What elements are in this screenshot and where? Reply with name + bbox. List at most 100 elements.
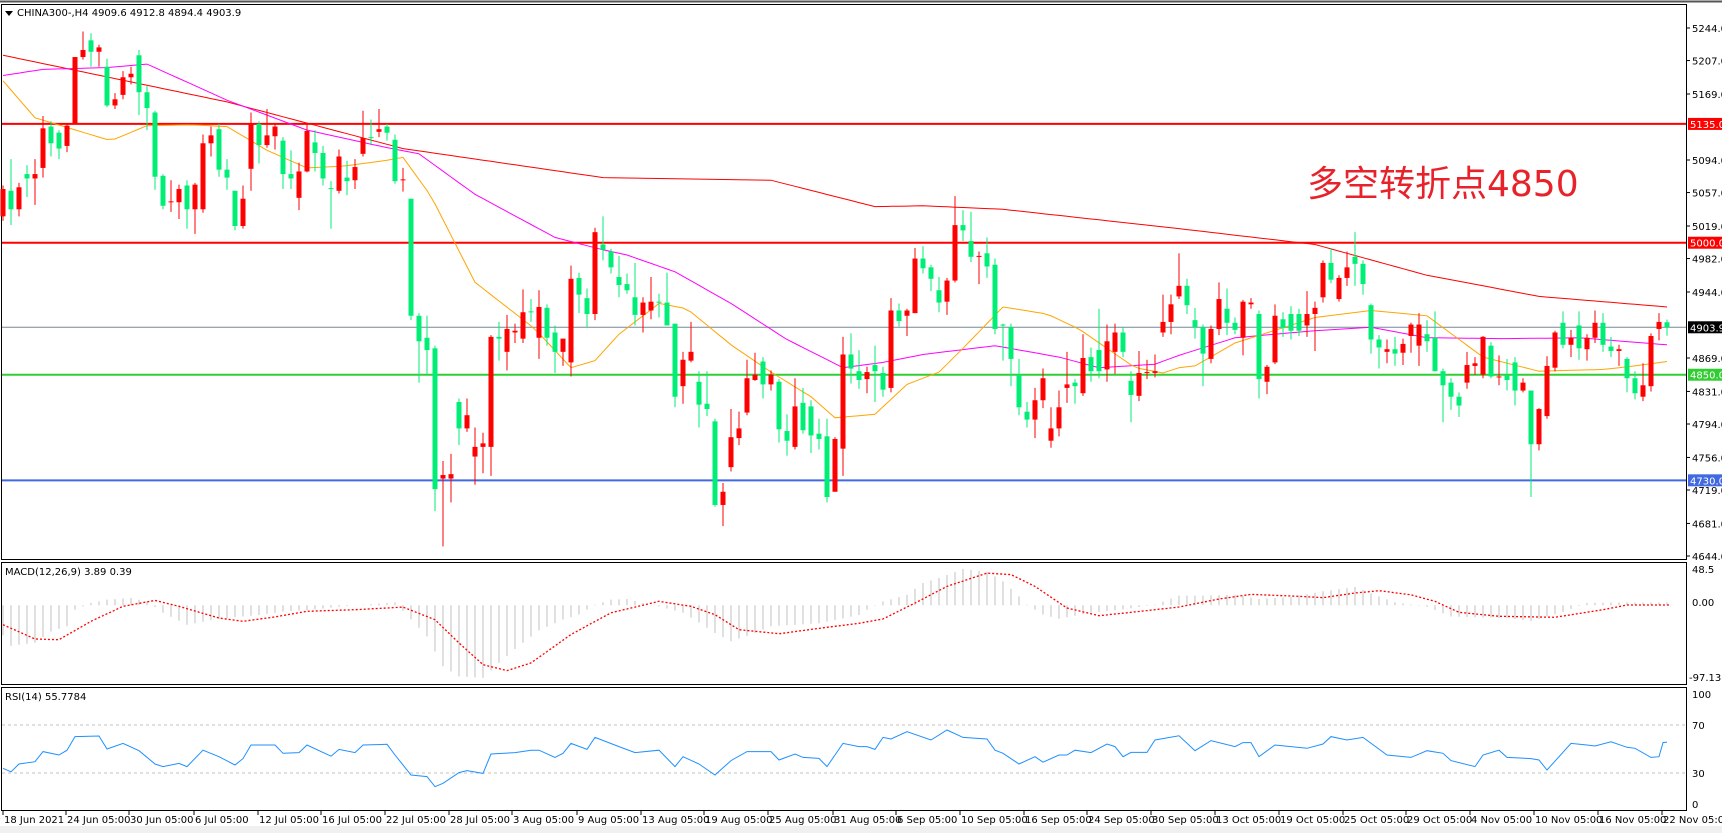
- candle-bearish: [1360, 260, 1366, 295]
- candle-body: [952, 225, 958, 281]
- candle-bullish: [944, 277, 950, 315]
- candle-bullish: [1344, 251, 1350, 286]
- candle-body: [216, 129, 222, 170]
- candle-body: [584, 298, 590, 314]
- candle-bearish: [784, 414, 790, 456]
- candle-bullish: [1568, 329, 1574, 358]
- candle-bullish: [736, 411, 742, 446]
- candle-bearish: [368, 119, 374, 145]
- candle-body: [1488, 345, 1494, 377]
- candle-body: [112, 99, 118, 106]
- candle-bullish: [1080, 334, 1086, 396]
- candle-body: [512, 330, 518, 333]
- candle-bullish: [1384, 339, 1390, 364]
- candle-body: [1520, 382, 1526, 391]
- candle-bearish: [280, 137, 286, 190]
- candle-body: [72, 57, 78, 124]
- candle-body: [1504, 375, 1510, 380]
- candle-body: [696, 381, 702, 405]
- candle-body: [192, 184, 198, 210]
- candle-bullish: [1616, 344, 1622, 366]
- candle-bearish: [992, 258, 998, 335]
- candle-body: [1336, 277, 1342, 300]
- candle-body: [1104, 341, 1110, 370]
- candle-bearish: [896, 303, 902, 327]
- candle-body: [744, 378, 750, 413]
- candle-body: [1008, 327, 1014, 359]
- candle-body: [384, 126, 390, 133]
- time-tick-label: 10 Sep 05:00: [961, 815, 1028, 826]
- candle-bearish: [776, 379, 782, 443]
- candle-body: [272, 126, 278, 137]
- candle-body: [1664, 322, 1670, 328]
- triangle-down-icon[interactable]: [5, 11, 13, 16]
- candle-body: [408, 198, 414, 316]
- rsi-0-label: 0: [1692, 800, 1698, 811]
- candle-bullish: [568, 265, 574, 377]
- candle-body: [80, 50, 86, 58]
- candle-body: [1528, 390, 1534, 445]
- candle-bullish: [752, 352, 758, 381]
- candle-bullish: [728, 409, 734, 472]
- candle-bullish: [240, 185, 246, 229]
- candle-bearish: [1600, 313, 1606, 352]
- macd-panel[interactable]: [1, 562, 1687, 685]
- level-tag-4730.0: [1688, 474, 1722, 487]
- candle-bearish: [24, 165, 30, 197]
- candle-bearish: [216, 123, 222, 177]
- candle-body: [848, 354, 854, 369]
- candle-bearish: [656, 293, 662, 318]
- ma-line-mid: [2, 63, 1668, 369]
- candle-bullish: [192, 182, 198, 234]
- candle-body: [304, 130, 310, 172]
- candle-body: [1576, 325, 1582, 349]
- candle-body: [56, 132, 62, 149]
- candle-bearish: [1088, 347, 1094, 382]
- candle-bullish: [840, 336, 846, 476]
- candle-bullish: [1264, 365, 1270, 395]
- candle-bullish: [112, 93, 118, 109]
- time-tick-label: 31 Aug 05:00: [834, 815, 901, 826]
- macd-indicator: [2, 569, 1671, 678]
- candle-bullish: [352, 159, 358, 190]
- candle-body: [1408, 324, 1414, 336]
- candle-bearish: [1392, 336, 1398, 366]
- time-tick-label: 24 Jun 05:00: [67, 815, 131, 826]
- candle-bullish: [32, 159, 38, 205]
- candle-body: [1200, 327, 1206, 354]
- candle-body: [1352, 256, 1358, 264]
- candle-bullish: [512, 323, 518, 344]
- candle-bearish: [712, 418, 718, 507]
- price-tick-label: 4794.0: [1692, 420, 1722, 431]
- candle-body: [464, 415, 470, 429]
- time-tick-label: 22 Jul 05:00: [386, 815, 446, 826]
- candle-body: [1176, 285, 1182, 297]
- candle-bearish: [1200, 324, 1206, 387]
- candle-bullish: [1552, 330, 1558, 372]
- candle-body: [400, 179, 406, 181]
- candle-bullish: [1520, 378, 1526, 393]
- candle-bullish: [120, 71, 126, 100]
- candle-bullish: [1544, 356, 1550, 419]
- candle-body: [1416, 324, 1422, 346]
- candle-bullish: [744, 359, 750, 416]
- candle-bullish: [1464, 351, 1470, 389]
- candle-bearish: [144, 86, 150, 131]
- candle-bearish: [616, 255, 622, 298]
- status-strip: [0, 826, 1722, 833]
- time-tick-label: 19 Aug 05:00: [705, 815, 772, 826]
- candle-body: [760, 361, 766, 385]
- candle-body: [1328, 262, 1334, 280]
- candle-body: [632, 297, 638, 315]
- candle-body: [424, 337, 430, 351]
- candle-bearish: [920, 246, 926, 274]
- candle-body: [32, 174, 38, 179]
- candle-body: [1184, 285, 1190, 306]
- candle-body: [808, 406, 814, 436]
- rsi-panel[interactable]: [1, 687, 1687, 811]
- candle-body: [904, 310, 910, 316]
- price-tick-label: 5244.0: [1692, 24, 1722, 35]
- main-price-panel[interactable]: [1, 4, 1687, 560]
- candle-body: [224, 169, 230, 178]
